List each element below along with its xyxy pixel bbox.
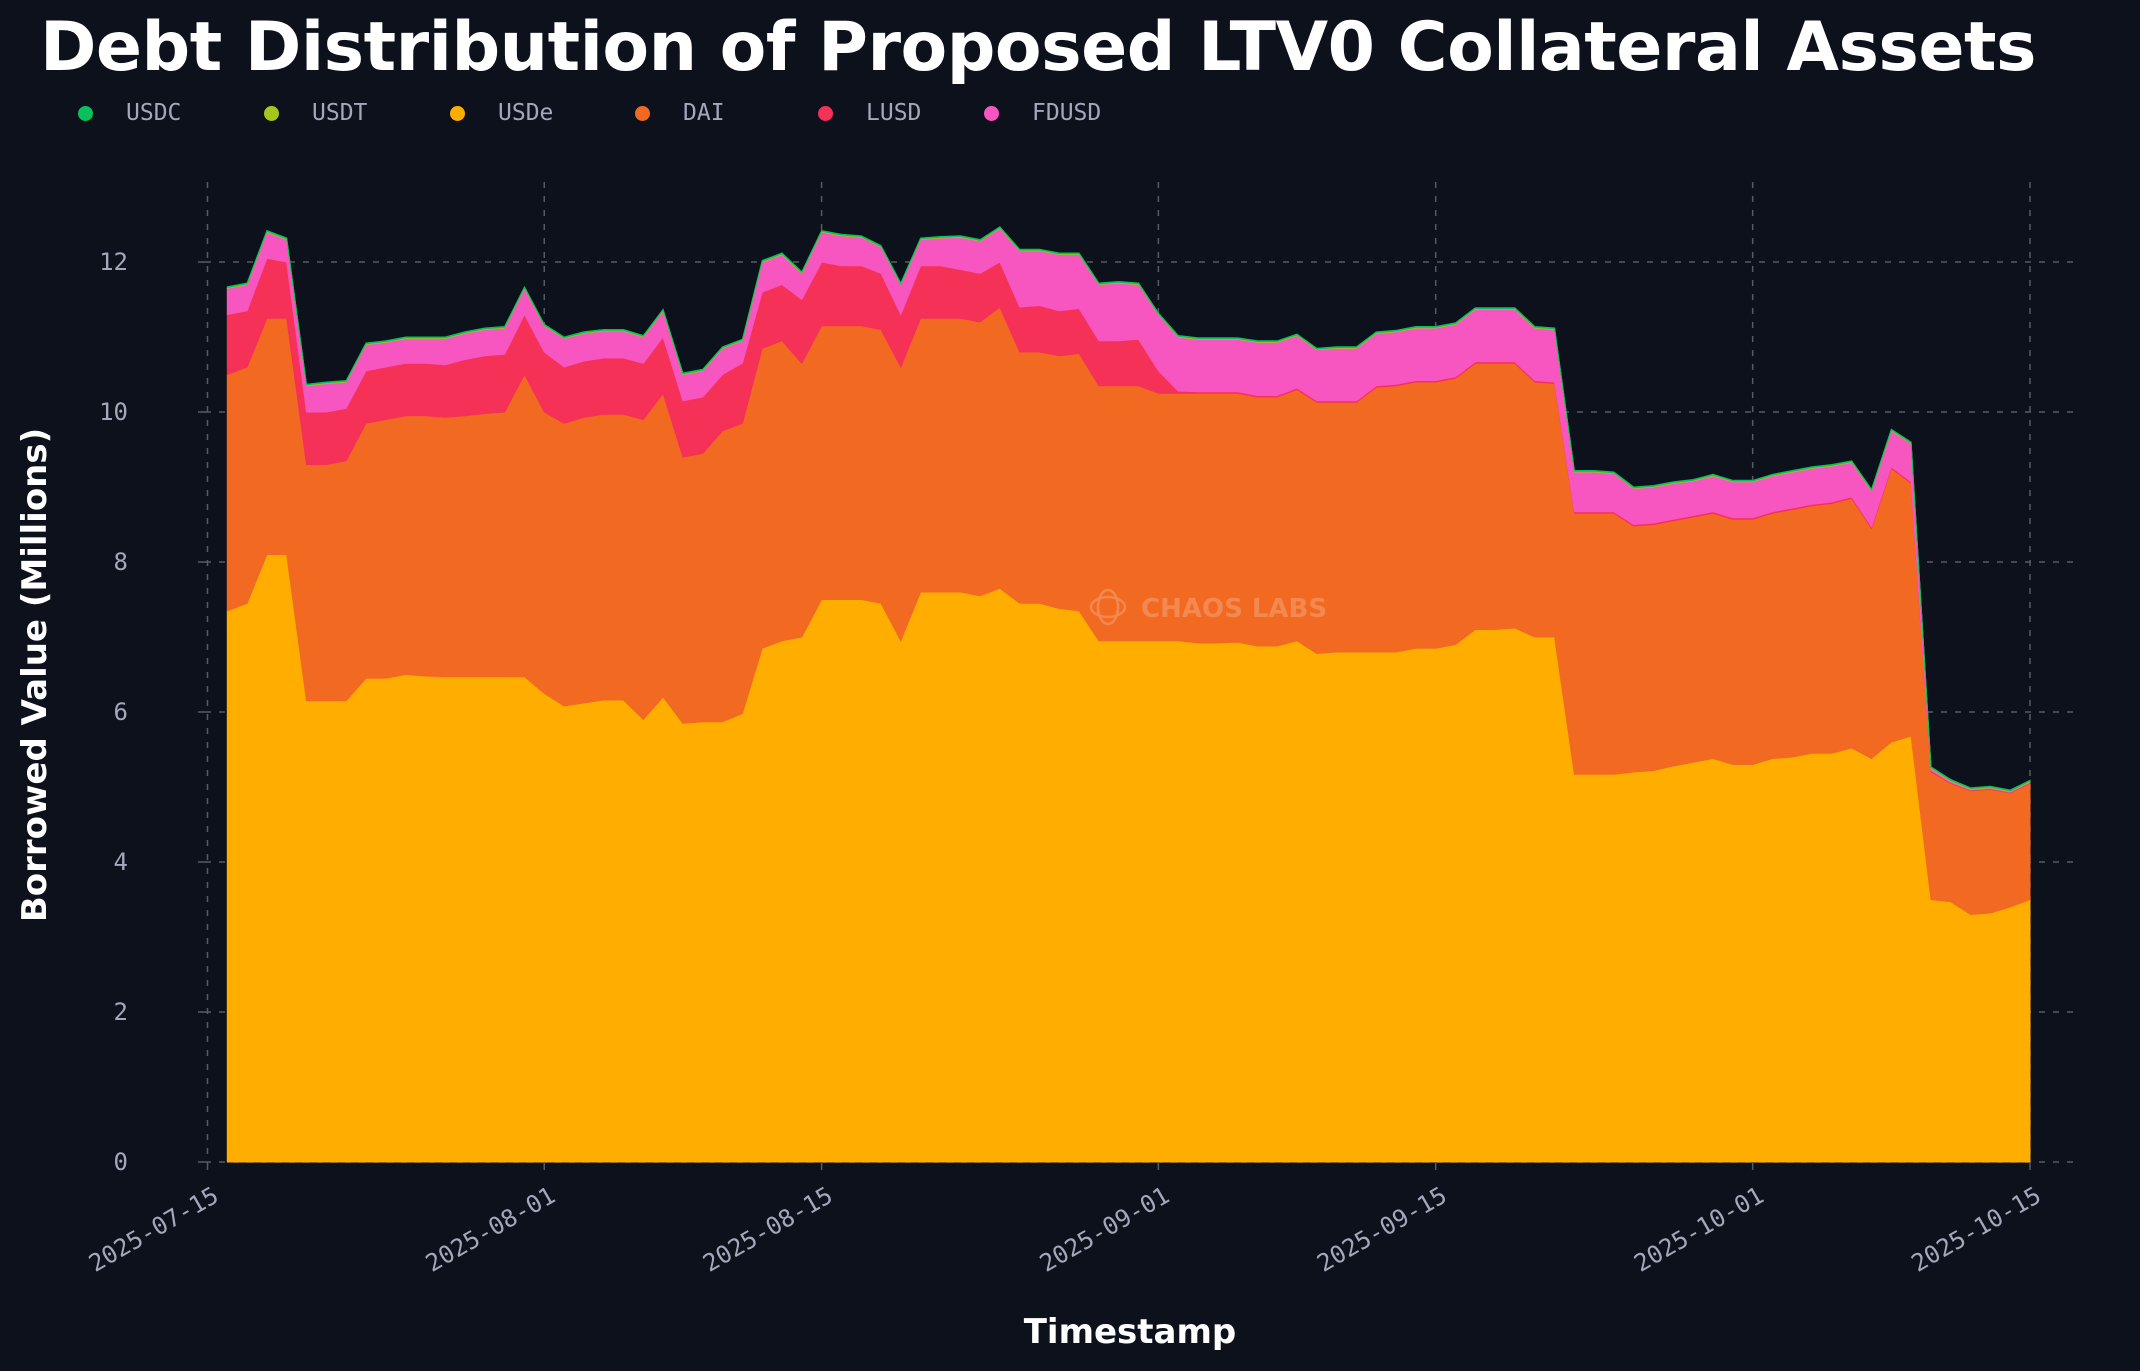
legend-label: FDUSD bbox=[1032, 100, 1102, 126]
legend-label: DAI bbox=[683, 100, 725, 126]
y-tick-label: 2 bbox=[114, 998, 128, 1026]
y-axis-label: Borrowed Value (Millions) bbox=[15, 428, 55, 922]
legend-marker bbox=[984, 105, 999, 121]
x-tick-label: 2025-10-15 bbox=[1907, 1181, 2046, 1277]
y-axis-ticks: 0 2 4 6 8 10 12 bbox=[99, 248, 205, 1176]
y-tick-label: 4 bbox=[114, 848, 128, 876]
legend-marker bbox=[78, 105, 93, 121]
y-tick-label: 8 bbox=[114, 548, 128, 576]
legend-item-lusd[interactable]: LUSD bbox=[818, 100, 921, 126]
legend-item-fdusd[interactable]: FDUSD bbox=[984, 100, 1101, 126]
y-tick-label: 12 bbox=[99, 248, 128, 276]
y-tick-label: 0 bbox=[114, 1148, 128, 1176]
stacked-areas bbox=[226, 226, 2031, 1163]
area-usdc bbox=[226, 226, 2031, 792]
legend-marker bbox=[818, 105, 833, 121]
x-axis-label: Timestamp bbox=[1024, 1312, 1237, 1352]
y-tick-label: 10 bbox=[99, 398, 128, 426]
x-tick-label: 2025-07-15 bbox=[84, 1181, 223, 1277]
x-tick-label: 2025-08-01 bbox=[421, 1181, 560, 1277]
legend-item-dai[interactable]: DAI bbox=[635, 100, 725, 126]
legend-item-usde[interactable]: USDe bbox=[450, 100, 553, 126]
x-tick-label: 2025-08-15 bbox=[698, 1181, 837, 1277]
chart-title: Debt Distribution of Proposed LTV0 Colla… bbox=[39, 8, 2037, 87]
legend-marker bbox=[264, 105, 279, 121]
legend-label: USDT bbox=[312, 100, 368, 126]
legend-item-usdc[interactable]: USDC bbox=[78, 100, 181, 126]
x-tick-label: 2025-09-01 bbox=[1035, 1181, 1174, 1277]
y-tick-label: 6 bbox=[114, 698, 128, 726]
x-axis-ticks: 2025-07-15 2025-08-01 2025-08-15 2025-09-01… bbox=[84, 1162, 2046, 1278]
legend-label: LUSD bbox=[866, 100, 922, 126]
chaos-labs-logo-icon bbox=[1089, 588, 1127, 626]
legend-label: USDe bbox=[498, 100, 554, 126]
watermark-text: CHAOS LABS bbox=[1141, 594, 1327, 624]
legend-marker bbox=[635, 105, 650, 121]
legend-marker bbox=[450, 105, 465, 121]
x-tick-label: 2025-10-01 bbox=[1629, 1181, 1768, 1277]
watermark: CHAOS LABS bbox=[1089, 588, 1327, 626]
legend-label: USDC bbox=[126, 100, 182, 126]
x-tick-label: 2025-09-15 bbox=[1312, 1181, 1451, 1277]
legend-item-usdt[interactable]: USDT bbox=[264, 100, 367, 126]
